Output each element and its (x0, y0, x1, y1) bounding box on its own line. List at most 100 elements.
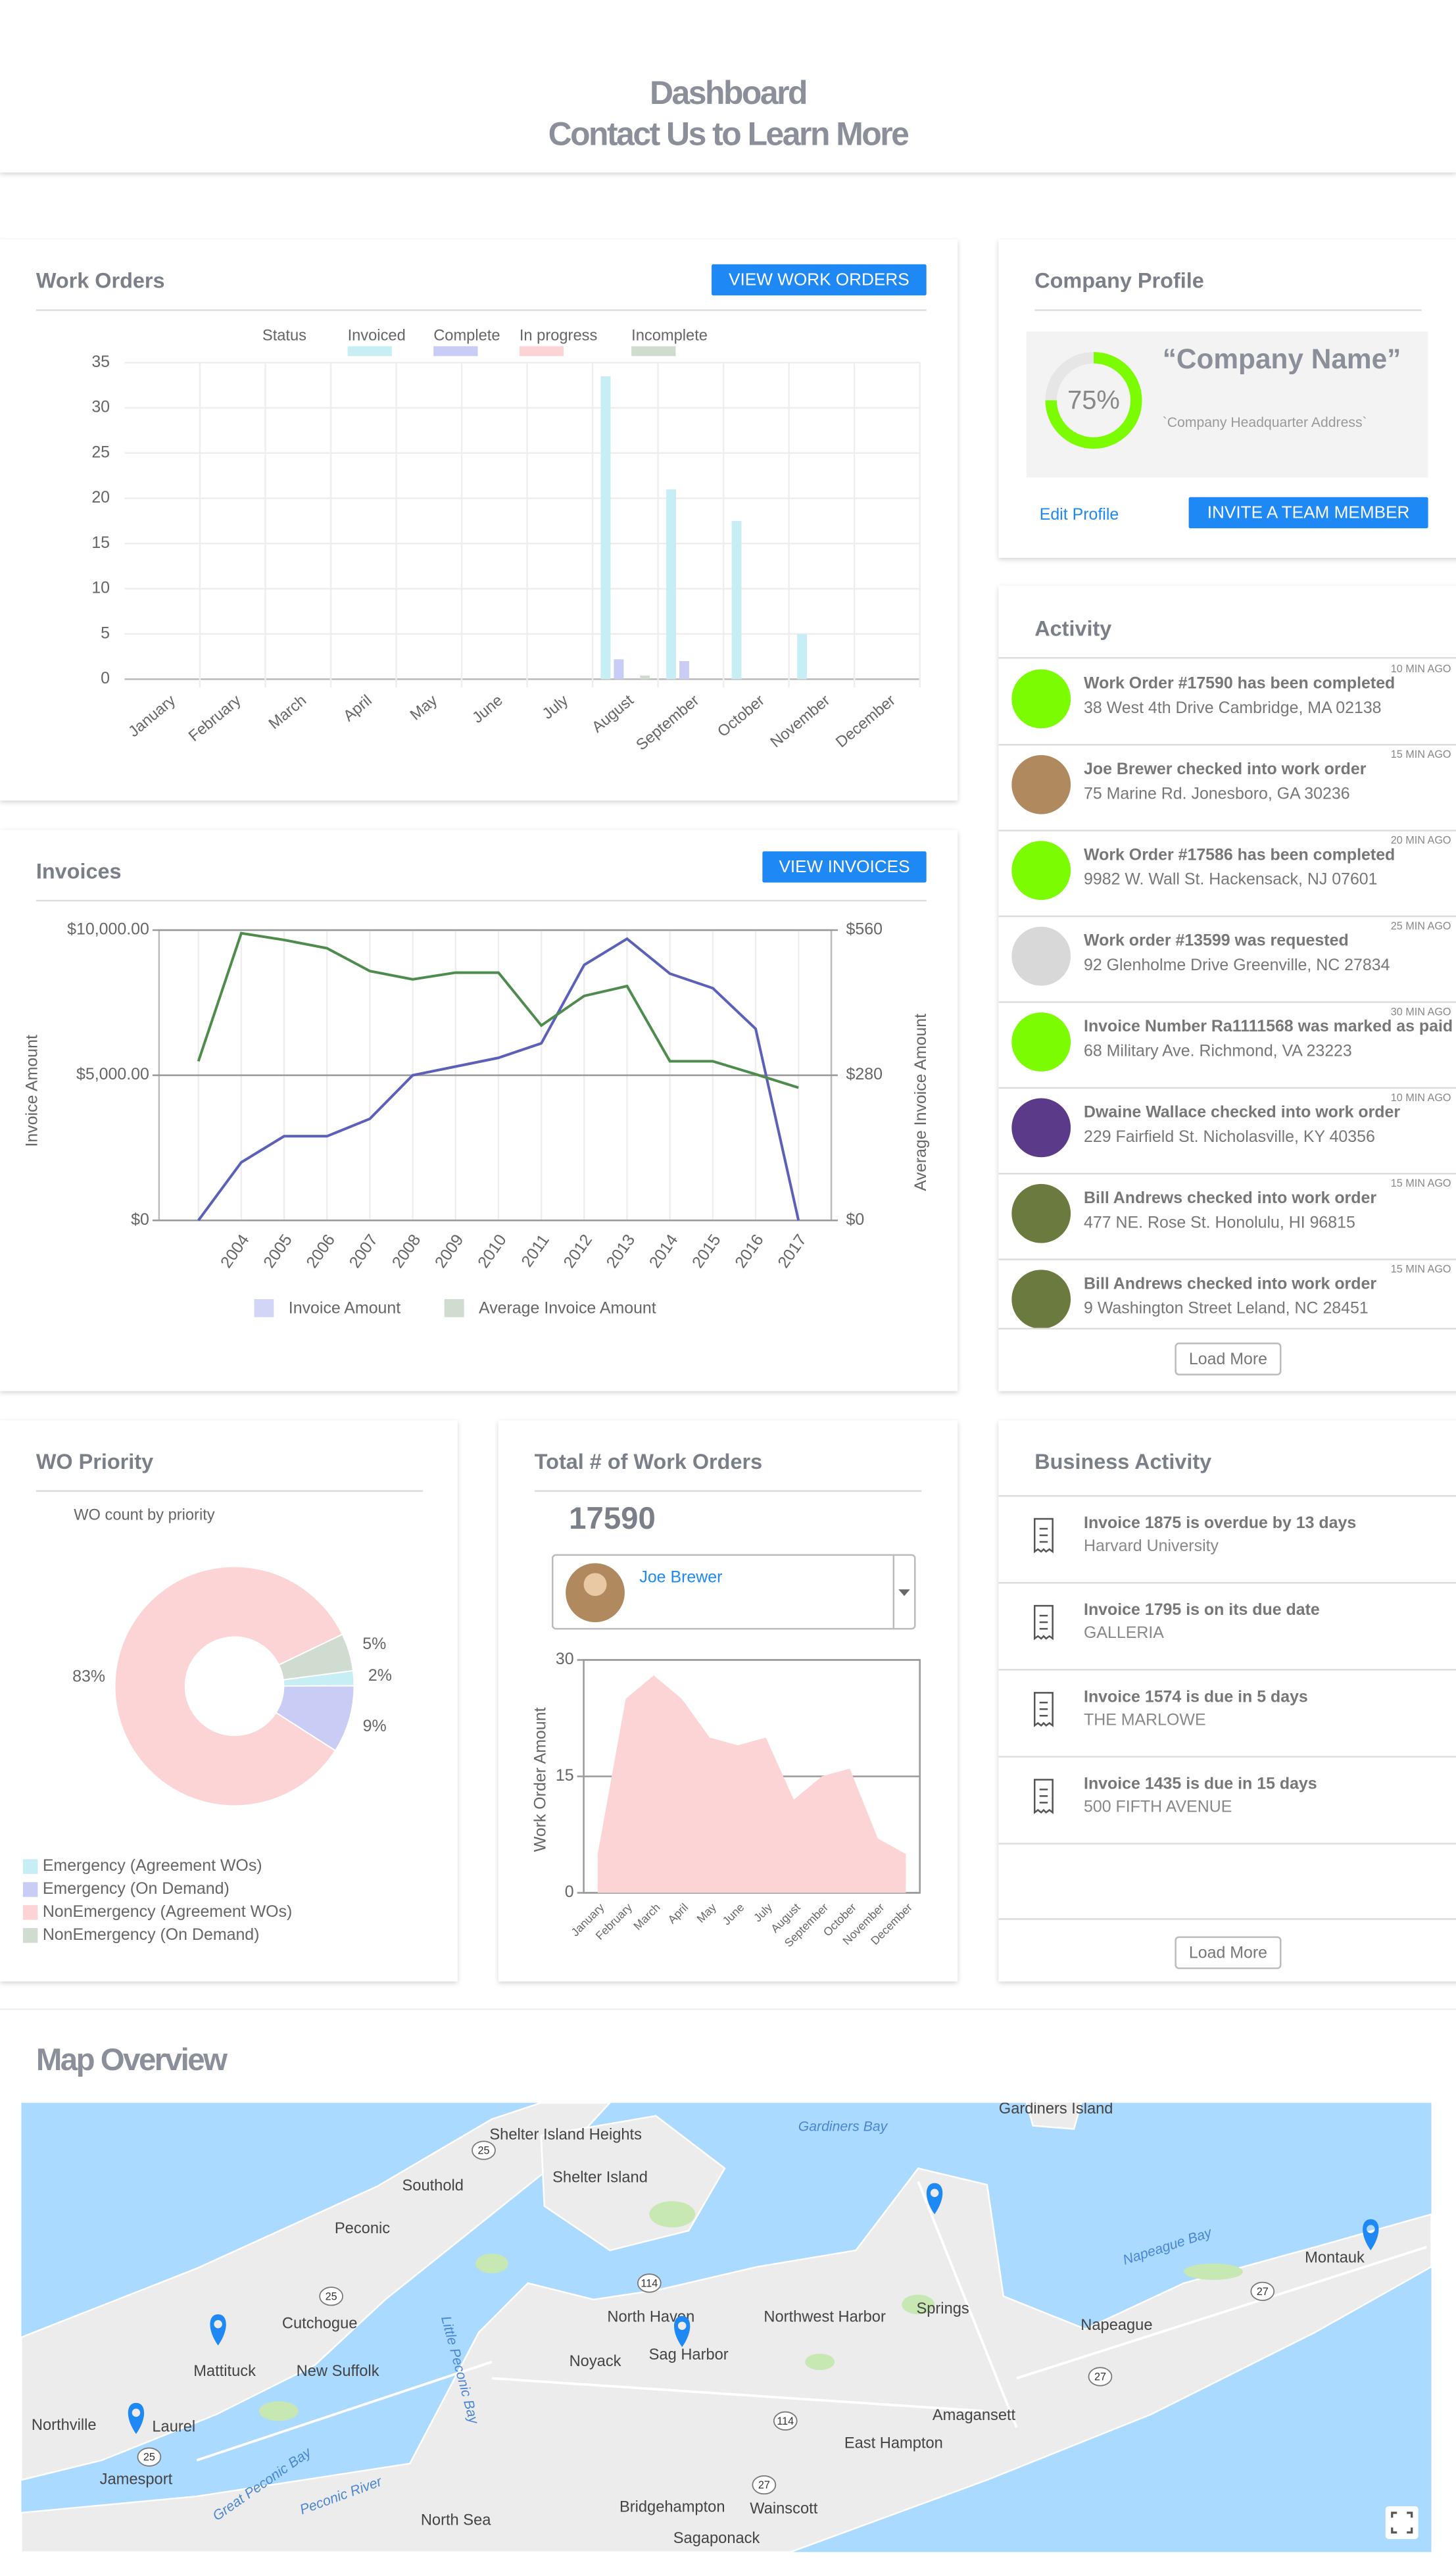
legend-swatch (347, 346, 392, 357)
button[interactable] (1175, 1936, 1282, 1969)
bar (640, 676, 650, 680)
map-park (649, 2201, 696, 2228)
y-tick-label: 20 (91, 488, 110, 507)
map-place-label: Bridgehampton (619, 2499, 725, 2516)
y-tick-label: 15 (91, 533, 110, 552)
dropdown-arrow (898, 1589, 910, 1596)
button-label: Load More (1189, 1350, 1267, 1368)
map-park (805, 2354, 835, 2371)
route-shield (773, 2411, 798, 2431)
area-series (597, 1675, 906, 1893)
map-place-label: Mattituck (193, 2363, 256, 2380)
route-shield (472, 2140, 496, 2160)
map-pin[interactable] (1363, 2219, 1379, 2251)
cards (0, 239, 1456, 2010)
header-title: Dashboard (650, 74, 806, 111)
selector-label: Joe Brewer (639, 1568, 722, 1586)
panel-title: Business Activity (1034, 1450, 1211, 1473)
panel-title: Activity (1034, 616, 1111, 640)
card (998, 585, 1456, 1391)
map-park (902, 2294, 935, 2315)
y-tick-label: 25 (91, 443, 110, 461)
map-place-label: Sagaponack (673, 2530, 760, 2547)
activity-title: Bill Andrews checked into work order (1084, 1274, 1376, 1293)
company-name: “Company Name” (1163, 343, 1401, 374)
route-label: 25 (143, 2452, 155, 2463)
panel-title: Work Orders (36, 269, 165, 293)
business-subtitle: GALLERIA (1084, 1623, 1164, 1642)
button[interactable] (712, 264, 927, 296)
business-title: Invoice 1574 is due in 5 days (1084, 1687, 1308, 1706)
map-land (1025, 2102, 1082, 2130)
legend-swatch (22, 1882, 38, 1897)
map-pin[interactable] (128, 2402, 145, 2435)
route-shield (1250, 2281, 1275, 2301)
legend-swatch (433, 346, 478, 357)
dropdown[interactable] (551, 1554, 916, 1630)
map-pin[interactable] (926, 2183, 943, 2215)
legend-title: Status (262, 328, 306, 345)
business-subtitle: THE MARLOWE (1084, 1710, 1206, 1729)
total-count: 17590 (569, 1501, 656, 1536)
y-tick-label: 30 (91, 398, 110, 416)
chart-subtitle: WO count by priority (74, 1506, 215, 1523)
avatar (1011, 1270, 1071, 1329)
activity-title: Invoice Number Ra1111568 was marked as p… (1084, 1017, 1453, 1035)
map-place-label: Wainscott (750, 2500, 817, 2517)
fullscreen-button[interactable] (1385, 2506, 1419, 2539)
slice-label: 9% (363, 1717, 387, 1735)
y-axis-label: Work Order Amount (531, 1708, 549, 1852)
button[interactable] (1188, 497, 1428, 529)
activity-title: Work Order #17586 has been completed (1084, 845, 1395, 864)
line-series (197, 931, 799, 1089)
map-park (1184, 2263, 1243, 2280)
activity-time: 10 MIN AGO (1391, 663, 1451, 675)
legend-swatch (631, 346, 676, 357)
card (998, 1420, 1456, 1982)
avatar-face (583, 1573, 607, 1596)
business-subtitle: Harvard University (1084, 1537, 1219, 1555)
activity-title: Work order #13599 was requested (1084, 931, 1349, 950)
button[interactable] (762, 851, 927, 883)
business-title: Invoice 1875 is overdue by 13 days (1084, 1514, 1356, 1532)
legend-label: Incomplete (631, 328, 708, 345)
edit-profile-link[interactable]: Edit Profile (1040, 505, 1119, 524)
legend-label: Average Invoice Amount (479, 1298, 656, 1317)
button[interactable] (1175, 1343, 1282, 1375)
map-water-label: Gardiners Bay (798, 2119, 888, 2135)
activity-time: 25 MIN AGO (1391, 920, 1451, 932)
business-title: Invoice 1435 is due in 15 days (1084, 1775, 1317, 1793)
bar (797, 633, 808, 680)
map-pin[interactable] (210, 2314, 226, 2346)
activity-address: 68 Military Ave. Richmond, VA 23223 (1084, 1042, 1352, 1060)
activity-time: 15 MIN AGO (1391, 749, 1451, 760)
button-label: VIEW INVOICES (779, 856, 910, 876)
y-tick-label: 0 (565, 1883, 574, 1901)
fullscreen-icon (1391, 2511, 1413, 2534)
panel-title: Invoices (36, 859, 122, 883)
card (0, 1420, 458, 1982)
map-place-label: Sag Harbor (649, 2346, 729, 2363)
map-place-label: Montauk (1305, 2250, 1365, 2267)
route-label: 114 (777, 2415, 794, 2427)
map-place-label: East Hampton (844, 2435, 943, 2452)
y2-tick-label: $280 (846, 1065, 883, 1083)
route-shield (637, 2273, 662, 2293)
map-pin[interactable] (674, 2315, 691, 2348)
activity-address: 477 NE. Rose St. Honolulu, HI 96815 (1084, 1213, 1355, 1231)
activity-time: 15 MIN AGO (1391, 1264, 1451, 1275)
activity-list: Work Order #17590 has been completed 38 W… (998, 663, 1456, 1329)
bar (614, 659, 624, 680)
bar (600, 376, 611, 680)
y-tick-label: $5,000.00 (76, 1065, 149, 1083)
legend-swatch (22, 1928, 38, 1943)
slice-label: 5% (362, 1635, 386, 1653)
avatar (1011, 1098, 1071, 1158)
legend-label: Emergency (Agreement WOs) (43, 1856, 262, 1875)
avatar (1011, 1012, 1071, 1072)
slice-label: 2% (368, 1666, 392, 1685)
map-road (196, 2360, 493, 2461)
map-place-label: Cutchogue (282, 2315, 358, 2332)
legend-swatch (254, 1298, 274, 1318)
legend-label: Invoiced (348, 328, 406, 345)
